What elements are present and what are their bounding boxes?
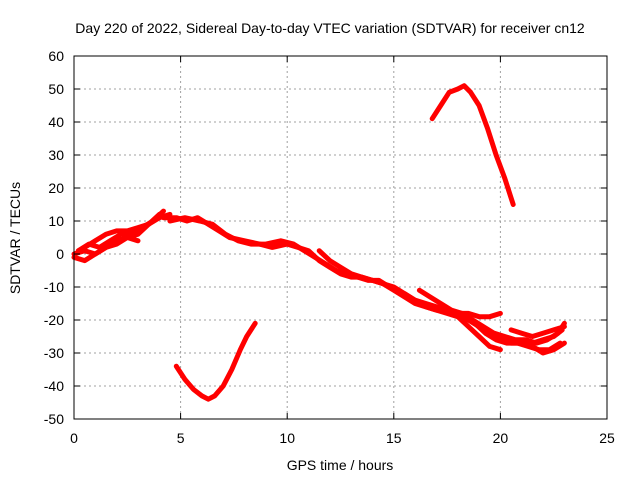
- y-axis-title: SDTVAR / TECUs: [7, 182, 23, 294]
- y-tick-label: 60: [48, 48, 64, 64]
- chart-title: Day 220 of 2022, Sidereal Day-to-day VTE…: [75, 20, 585, 36]
- series-line-track-d: [71, 235, 141, 264]
- series-layer: [71, 83, 567, 402]
- x-axis-title: GPS time / hours: [287, 457, 394, 473]
- y-tick-label: -50: [44, 411, 64, 427]
- y-tick-label: 50: [48, 81, 64, 97]
- x-tick-label: 5: [177, 430, 185, 446]
- grid-layer: [74, 56, 607, 419]
- y-tick-label: -10: [44, 279, 64, 295]
- y-tick-labels: -50 -40 -30 -20 -10 0 10 20 30 40 50 60: [44, 48, 64, 427]
- series-line-track-j: [508, 324, 567, 339]
- series-line-track-k: [497, 337, 567, 356]
- series-line-track-l: [173, 320, 258, 402]
- x-tick-label: 25: [599, 430, 615, 446]
- y-tick-label: 10: [48, 213, 64, 229]
- x-tick-label: 0: [70, 430, 78, 446]
- x-tick-labels: 0 5 10 15 20 25: [70, 430, 615, 446]
- series-line-track-c: [82, 211, 162, 250]
- x-tick-label: 10: [279, 430, 295, 446]
- y-tick-label: -30: [44, 345, 64, 361]
- x-tick-label: 15: [386, 430, 402, 446]
- plot-frame: [73, 55, 608, 420]
- series-line-track-h: [402, 291, 503, 320]
- tick-layer: [73, 55, 608, 420]
- series-line-track-i: [416, 287, 567, 346]
- y-tick-label: 30: [48, 147, 64, 163]
- x-tick-label: 20: [493, 430, 509, 446]
- y-tick-label: -40: [44, 378, 64, 394]
- y-tick-label: 20: [48, 180, 64, 196]
- series-line-track-f: [167, 215, 563, 353]
- series-line-track-m: [429, 83, 516, 207]
- y-tick-label: -20: [44, 312, 64, 328]
- y-tick-label: 40: [48, 114, 64, 130]
- y-tick-label: 0: [56, 246, 64, 262]
